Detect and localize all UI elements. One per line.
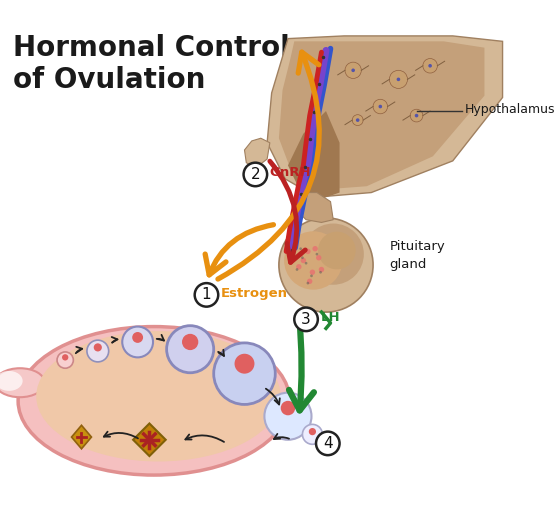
Polygon shape <box>288 111 339 199</box>
Circle shape <box>295 307 318 331</box>
Circle shape <box>396 77 400 81</box>
Circle shape <box>182 334 198 350</box>
Circle shape <box>307 279 312 284</box>
Circle shape <box>264 393 311 440</box>
Circle shape <box>356 118 360 122</box>
Circle shape <box>57 352 73 368</box>
Circle shape <box>316 253 318 255</box>
Polygon shape <box>279 41 484 190</box>
Circle shape <box>410 109 423 122</box>
Ellipse shape <box>36 331 281 462</box>
Circle shape <box>62 354 68 360</box>
Circle shape <box>301 258 306 263</box>
Circle shape <box>296 268 298 271</box>
Ellipse shape <box>0 371 22 391</box>
Circle shape <box>284 231 343 290</box>
Circle shape <box>235 354 254 374</box>
Circle shape <box>345 62 361 78</box>
Circle shape <box>122 326 153 357</box>
Circle shape <box>301 257 304 259</box>
Circle shape <box>195 283 218 307</box>
Circle shape <box>351 68 355 72</box>
Text: 1: 1 <box>202 287 211 303</box>
Circle shape <box>298 251 304 257</box>
Circle shape <box>310 275 313 277</box>
Circle shape <box>379 105 382 108</box>
Text: GnRH: GnRH <box>270 166 311 179</box>
Polygon shape <box>292 192 333 223</box>
Circle shape <box>373 99 388 114</box>
Circle shape <box>305 249 311 254</box>
Polygon shape <box>267 36 502 197</box>
Text: LH: LH <box>320 311 340 324</box>
Circle shape <box>316 431 339 455</box>
Circle shape <box>319 267 324 272</box>
Circle shape <box>279 218 373 312</box>
FancyArrowPatch shape <box>205 225 273 275</box>
Circle shape <box>244 163 267 186</box>
FancyArrowPatch shape <box>289 316 314 410</box>
Text: Hormonal Control: Hormonal Control <box>13 34 290 62</box>
Polygon shape <box>245 138 270 168</box>
Circle shape <box>415 114 418 118</box>
FancyArrowPatch shape <box>270 161 305 262</box>
Circle shape <box>318 232 356 269</box>
Circle shape <box>319 271 322 273</box>
Circle shape <box>423 58 437 73</box>
Circle shape <box>316 255 321 260</box>
Circle shape <box>299 248 302 250</box>
Text: 2: 2 <box>250 167 260 182</box>
Circle shape <box>428 64 432 68</box>
FancyArrowPatch shape <box>218 52 319 279</box>
Text: Pituitary
gland: Pituitary gland <box>389 241 445 271</box>
Circle shape <box>352 114 363 126</box>
Circle shape <box>132 332 143 343</box>
Circle shape <box>306 282 309 285</box>
Polygon shape <box>72 425 91 449</box>
Circle shape <box>302 224 364 285</box>
Text: Hypothalamus: Hypothalamus <box>465 103 555 116</box>
Circle shape <box>296 264 301 270</box>
Circle shape <box>312 246 318 251</box>
Circle shape <box>302 425 323 444</box>
Circle shape <box>305 262 307 264</box>
Circle shape <box>167 325 214 373</box>
Polygon shape <box>133 423 166 456</box>
Circle shape <box>281 401 295 416</box>
Ellipse shape <box>18 326 290 475</box>
Circle shape <box>309 428 316 435</box>
Circle shape <box>389 70 408 89</box>
Circle shape <box>87 340 109 362</box>
Text: Estrogen: Estrogen <box>221 287 288 299</box>
Text: 4: 4 <box>323 436 333 451</box>
Circle shape <box>94 343 102 351</box>
Text: of Ovulation: of Ovulation <box>13 66 205 94</box>
Ellipse shape <box>0 368 45 397</box>
Circle shape <box>310 270 315 275</box>
Circle shape <box>214 343 276 404</box>
Text: 3: 3 <box>301 312 311 327</box>
